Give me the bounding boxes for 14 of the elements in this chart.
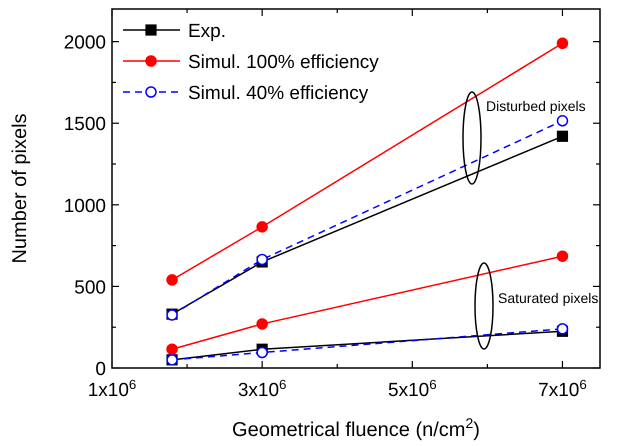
- x-tick-label: 3x10$^{6}$: [238, 376, 286, 401]
- x-axis-title: Geometrical fluence (n/cm$^{2}$): [232, 415, 480, 441]
- y-tick-label: 1500: [64, 114, 106, 136]
- legend-label: Exp.: [188, 21, 226, 42]
- y-tick-label: 2000: [64, 32, 106, 54]
- legend-label: Simul. 40% efficiency: [188, 83, 369, 104]
- x-tick-label: 5x10$^{6}$: [388, 376, 437, 401]
- y-tick-label: 500: [74, 277, 106, 298]
- y-tick-label: 1000: [64, 196, 106, 217]
- x-tick-label: 7x10$^{6}$: [538, 376, 587, 401]
- annotation: Saturated pixels: [498, 290, 598, 306]
- annotation: Disturbed pixels: [486, 98, 586, 114]
- legend-label: Simul. 100% efficiency: [188, 52, 380, 73]
- y-axis-title: Number of pixels: [9, 113, 31, 264]
